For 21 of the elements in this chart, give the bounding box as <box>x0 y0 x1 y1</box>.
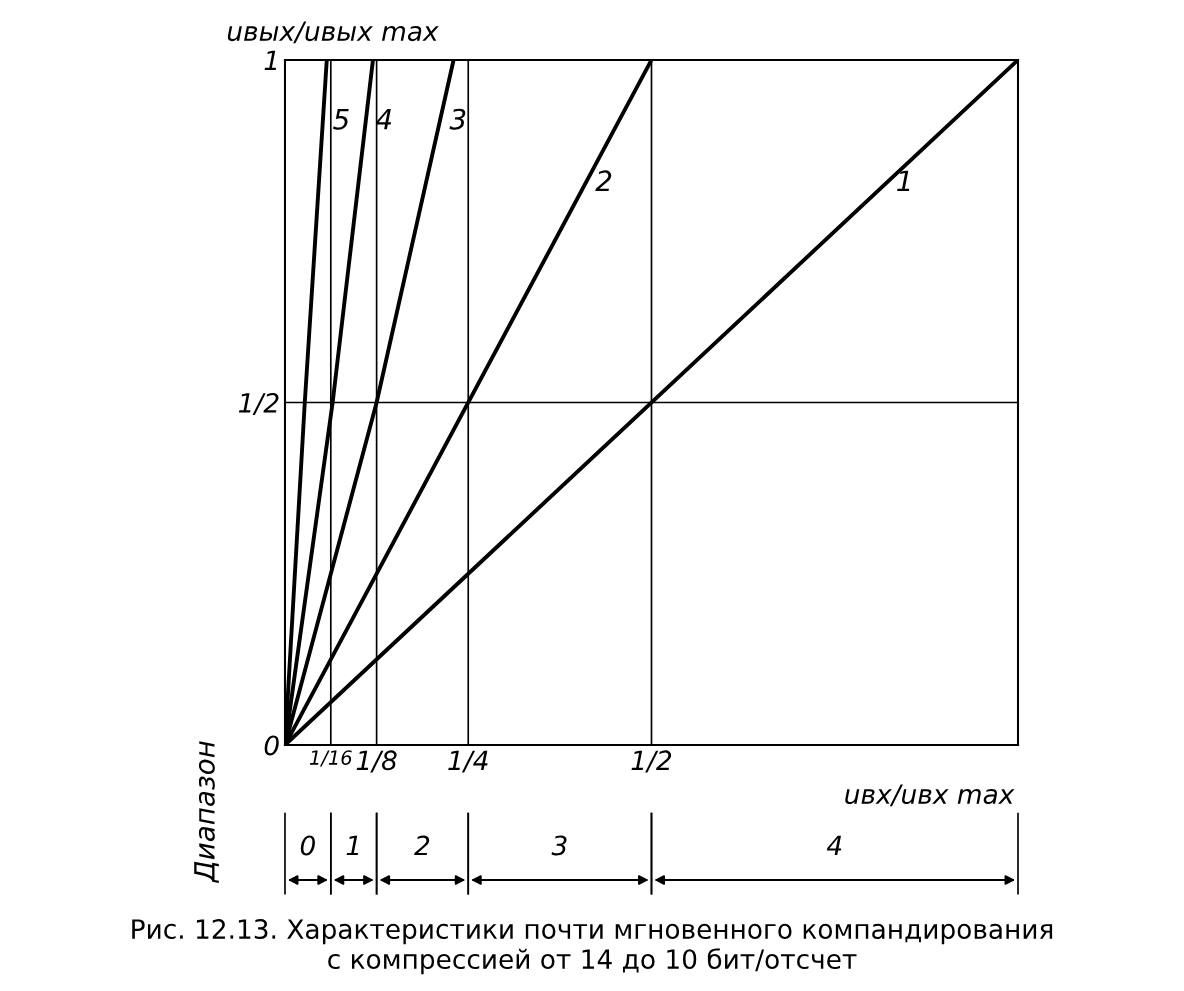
x-tick-label: 1/16 <box>309 750 352 767</box>
series-label: 5 <box>333 109 349 130</box>
x-tick-label: 1/4 <box>448 750 488 773</box>
x-tick-label: 1/2 <box>631 750 672 773</box>
series-label: 1 <box>897 170 910 191</box>
series-label: 2 <box>595 170 612 191</box>
y-tick-label: 1 <box>264 50 277 70</box>
x-axis-title: uвх/uвх max <box>845 784 1015 807</box>
text: 1 <box>346 835 359 856</box>
series-label: 4 <box>375 109 392 130</box>
y-tick-label: 1/2 <box>238 392 279 415</box>
text: 3 <box>551 835 567 856</box>
series-label: 3 <box>449 108 466 130</box>
x-tick-label: 1/8 <box>356 750 397 773</box>
text: 2 <box>414 835 430 856</box>
text: Рис. 12.13. Характеристики почти мгновенного компандирования с компрессией от 14 до 10 бит/отсчет <box>132 919 1053 975</box>
y-axis-title: uвых/uвых max <box>227 21 439 44</box>
text: Диапазон <box>194 741 219 884</box>
text: 0 <box>300 835 315 856</box>
y-tick-label: 0 <box>264 735 279 756</box>
text: 4 <box>826 835 842 856</box>
